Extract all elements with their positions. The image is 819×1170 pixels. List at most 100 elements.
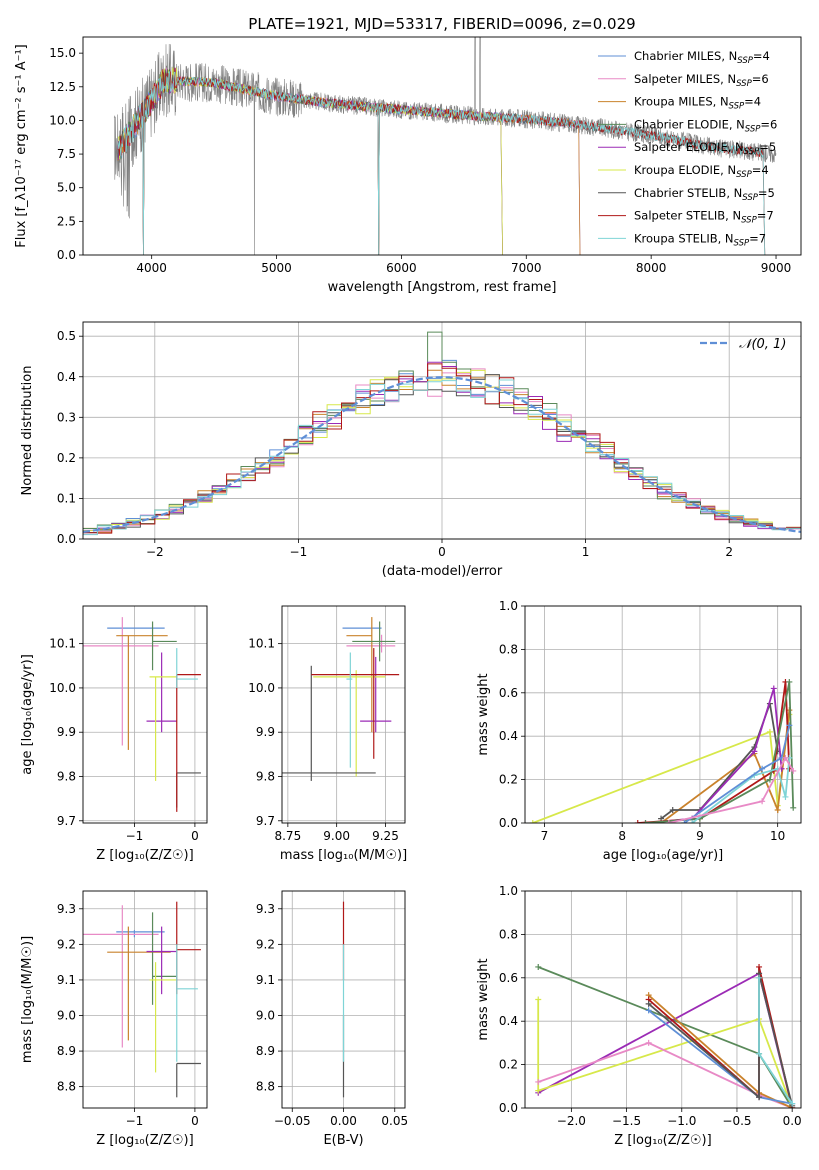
mass-weight-marker xyxy=(642,820,649,823)
legend-entry: Kroupa STELIB, NSSP=7 xyxy=(634,231,766,248)
y-tick-label: 0.6 xyxy=(499,971,518,985)
y-tick-label: 10.0 xyxy=(49,113,76,127)
x-tick-label: 8000 xyxy=(636,261,667,275)
x-tick-label: 0 xyxy=(191,829,199,843)
y-axis-label: age [log₁₀(age/yr)] xyxy=(20,654,35,775)
mass-weight-marker xyxy=(681,820,688,823)
x-axis-label: E(B-V) xyxy=(323,1133,363,1148)
x-tick-label: 10 xyxy=(770,829,785,843)
legend-text: =5 xyxy=(758,186,775,200)
plot-area xyxy=(83,331,801,539)
axes-frame xyxy=(82,605,208,824)
legend-text: =6 xyxy=(760,117,777,131)
model-spectrum xyxy=(117,68,581,255)
y-tick-label: 0.2 xyxy=(499,1058,518,1072)
y-tick-label: 0.5 xyxy=(57,329,76,343)
x-axis-label: age [log₁₀(age/yr)] xyxy=(603,848,724,863)
y-tick-label: 0.8 xyxy=(499,927,518,941)
mass-weight-line xyxy=(537,999,794,1108)
mass-weight-marker xyxy=(751,748,758,755)
grid xyxy=(83,891,207,1108)
y-tick-label: 9.2 xyxy=(256,937,275,951)
x-tick-label: −2 xyxy=(146,545,164,559)
mass-weight-marker xyxy=(634,820,641,823)
spectrum-panel: 4000 5000 6000 7000 8000 9000 0.0 2.5 5.0 7.5 10.0… xyxy=(14,15,802,295)
y-tick-label: 0.0 xyxy=(57,532,76,546)
mass-weight-marker xyxy=(786,678,793,685)
legend-text: Kroupa ELODIE, N xyxy=(634,163,736,177)
x-tick-label: 0.0 xyxy=(783,1114,802,1128)
x-tick-label: −1 xyxy=(126,829,144,843)
x-tick-label: 7 xyxy=(541,829,549,843)
y-tick-label: 9.8 xyxy=(256,770,275,784)
x-tick-label: 9000 xyxy=(761,261,792,275)
mass-weight-line xyxy=(660,703,779,820)
legend-subscript: SSP xyxy=(741,216,757,226)
legend-text: Chabrier MILES, N xyxy=(634,49,737,63)
x-tick-label: 9.00 xyxy=(323,829,350,843)
y-tick-label: 1.0 xyxy=(499,884,518,898)
mass-weight-marker xyxy=(535,996,542,1003)
y-tick-label: 0.2 xyxy=(57,451,76,465)
y-tick-label: 8.9 xyxy=(57,1044,76,1058)
mass-vs-reddening-panel: −0.05 0.00 0.05 8.8 8.9 9.0 9.1 9.2 9.3 E(B-V) xyxy=(256,890,408,1148)
mass-weight-marker xyxy=(669,806,676,813)
legend-subscript: SSP xyxy=(742,193,758,203)
mass-weight-marker xyxy=(756,963,763,970)
y-tick-label: 10.1 xyxy=(248,637,275,651)
x-tick-label: 0.05 xyxy=(381,1114,408,1128)
grid xyxy=(282,606,405,823)
x-tick-label: −0.5 xyxy=(722,1114,751,1128)
legend-text: =7 xyxy=(757,209,774,223)
mass-weight-vs-age-panel: 7 8 9 10 0.0 0.2 0.4 0.6 0.8 1.0 age [log₁₀(age/yr… xyxy=(476,599,802,863)
axes-frame xyxy=(524,605,802,824)
mass-weight-marker xyxy=(766,728,773,735)
mass-weight-marker xyxy=(529,820,536,823)
mass-weight-marker xyxy=(782,793,789,800)
axes-frame xyxy=(82,321,802,540)
gaussian-curve xyxy=(83,376,801,533)
y-tick-label: 15.0 xyxy=(49,46,76,60)
x-tick-label: −2.0 xyxy=(557,1114,586,1128)
y-tick-label: 9.1 xyxy=(57,973,76,987)
y-tick-label: 9.7 xyxy=(256,814,275,828)
y-tick-label: 8.9 xyxy=(256,1044,275,1058)
legend-subscript: SSP xyxy=(736,79,752,89)
x-axis-label: wavelength [Angstrom, rest frame] xyxy=(328,280,557,295)
legend-entry: Chabrier MILES, NSSP=4 xyxy=(634,49,770,66)
residuals-panel: −2 −1 0 1 2 0.0 0.1 0.2 0.3 0.4 0.5 (data-model)/er… xyxy=(20,321,802,579)
x-tick-label: 2 xyxy=(725,545,733,559)
y-axis-label: mass [log₁₀(M/M☉)] xyxy=(20,936,35,1063)
y-tick-label: 0.3 xyxy=(57,410,76,424)
y-tick-label: 9.9 xyxy=(256,725,275,739)
y-tick-label: 0.0 xyxy=(57,248,76,262)
x-axis-label: mass [log₁₀(M/M☉)] xyxy=(280,848,407,863)
y-tick-label: 10.1 xyxy=(49,637,76,651)
y-tick-label: 1.0 xyxy=(499,599,518,613)
plot-area xyxy=(83,901,201,1098)
mass-weight-line xyxy=(532,714,791,823)
y-tick-label: 0.8 xyxy=(499,642,518,656)
x-tick-label: 6000 xyxy=(386,261,417,275)
plot-area xyxy=(113,37,777,255)
grid xyxy=(83,606,207,823)
legend-text: Chabrier ELODIE, N xyxy=(634,117,745,131)
mass-weight-marker xyxy=(645,1039,652,1046)
mass-weight-marker xyxy=(535,1078,542,1085)
mass-weight-marker xyxy=(756,1094,763,1101)
axes-frame xyxy=(281,890,406,1109)
legend-text: =4 xyxy=(753,49,770,63)
legend-entry: 𝒩(0, 1) xyxy=(739,337,786,352)
axes-frame xyxy=(524,890,802,1109)
x-tick-label: 7000 xyxy=(511,261,542,275)
mass-weight-line xyxy=(537,966,793,1108)
y-tick-label: 0.4 xyxy=(57,370,76,384)
legend-text: Salpeter ELODIE, N xyxy=(634,140,744,154)
legend-text: Chabrier STELIB, N xyxy=(634,186,742,200)
mass-weight-marker xyxy=(645,1007,652,1014)
y-tick-label: 7.5 xyxy=(57,147,76,161)
y-tick-label: 9.3 xyxy=(256,902,275,916)
mass-weight-line xyxy=(668,756,794,823)
y-tick-label: 9.1 xyxy=(256,973,275,987)
